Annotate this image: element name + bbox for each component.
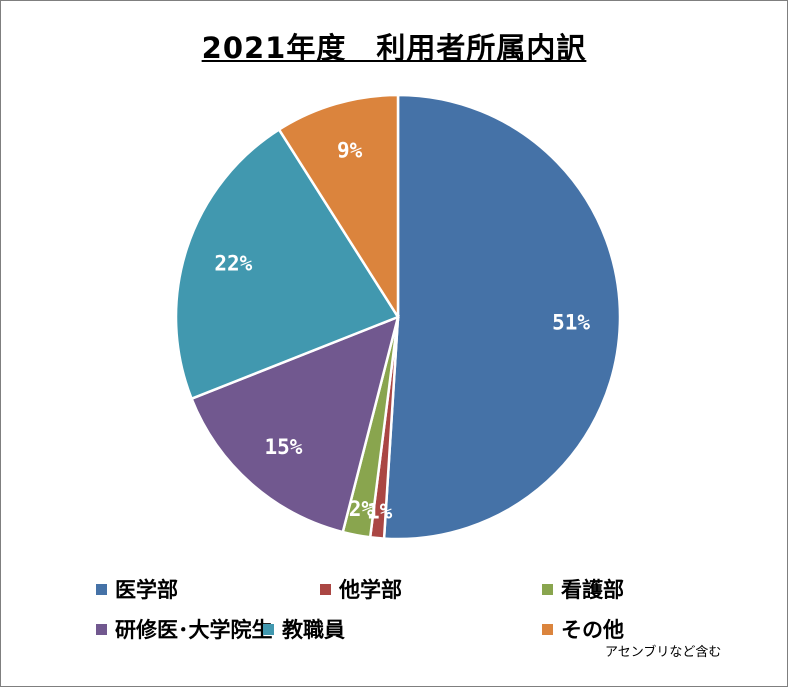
legend-label: その他 [561, 618, 624, 642]
pie-slice-0 [382, 93, 622, 541]
pie-slice-4 [174, 127, 400, 401]
data-label-0: 51% [552, 310, 590, 334]
legend-item-5: その他 [542, 614, 624, 644]
legend-label: 他学部 [339, 578, 402, 602]
legend-item-2: 看護部 [542, 574, 624, 604]
legend-item-1: 他学部 [320, 574, 402, 604]
data-label-3: 15% [265, 435, 303, 459]
legend-swatch [96, 583, 107, 595]
legend-label: 研修医･大学院生 [115, 618, 273, 642]
pie-slice-3 [189, 314, 400, 534]
legend-swatch [320, 583, 331, 595]
pie-chart: 51% 1%2% 15% 22% 9% [174, 93, 622, 541]
legend-label: 看護部 [561, 578, 624, 602]
footnote: アセンブリなど含む [605, 645, 722, 660]
legend-swatch [263, 623, 274, 635]
legend-swatch [96, 623, 107, 635]
legend-item-4: 教職員 [263, 614, 345, 644]
data-label-5: 9% [337, 139, 363, 163]
legend-label: 教職員 [282, 618, 345, 642]
chart-title: 2021年度 利用者所属内訳 [201, 31, 587, 65]
data-label-1: 1% [367, 499, 393, 523]
data-label-4: 22% [214, 251, 252, 275]
data-label-2: 2% [349, 497, 375, 521]
legend-item-3: 研修医･大学院生 [96, 614, 273, 644]
legend-label: 医学部 [115, 578, 178, 602]
pie-slice-5 [277, 93, 400, 322]
legend-swatch [542, 623, 553, 635]
legend-swatch [542, 583, 553, 595]
legend-item-0: 医学部 [96, 574, 178, 604]
